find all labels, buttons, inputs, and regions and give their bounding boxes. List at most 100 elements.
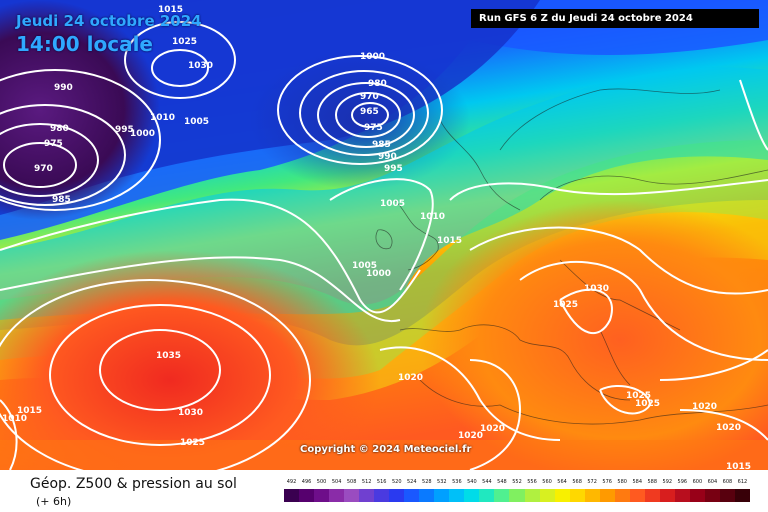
scale-swatch [374,489,390,502]
isobar-label: 1025 [553,300,578,310]
scale-tick-label: 500 [316,479,327,485]
scale-tick-label: 544 [482,479,492,485]
scale-tick-label: 564 [557,479,567,485]
scale-tick-label: 608 [722,479,733,485]
scale-tick-label: 508 [346,479,357,485]
scale-tick-label: 584 [632,479,642,485]
isobar-label: 1015 [17,406,42,416]
scale-swatch [434,489,450,502]
isobar-label: 1020 [692,402,717,412]
scale-swatch [539,489,555,502]
weather-map: 1015 1025 1030 990 980 975 970 985 995 1… [0,0,768,470]
map-time-title: 14:00 locale [16,32,153,56]
isobar-label: 990 [378,152,397,162]
isobar-label: 1025 [180,438,205,448]
scale-swatch [524,489,540,502]
scale-swatch [629,489,645,502]
scale-tick-label: 580 [617,479,627,485]
scale-tick-label: 592 [662,479,673,485]
scale-swatch [659,489,675,502]
scale-tick-label: 520 [391,479,402,485]
isobar-label: 1010 [420,212,445,222]
scale-tick-label: 516 [376,479,387,485]
scale-swatch [704,489,720,502]
isobar-label: 1015 [726,462,751,470]
isobar-label: 975 [44,139,63,149]
isobar-label: 1025 [626,391,651,401]
isobar-label: 965 [360,107,379,117]
isobar-label: 1030 [188,61,213,71]
scale-tick-label: 568 [572,479,582,485]
isobar-label: 985 [372,140,391,150]
isobar-label: 990 [54,83,73,93]
isobar-label: 970 [360,92,379,102]
scale-swatch [689,489,705,502]
scale-tick-label: 556 [527,479,537,485]
isobar-labels: 1015 1025 1030 990 980 975 970 985 995 1… [2,5,751,470]
isobar-label: 995 [384,164,403,174]
scale-swatch [344,489,360,502]
coastlines [375,88,768,425]
scale-tick-label: 576 [602,479,612,485]
scale-swatch [509,489,525,502]
scale-tick-label: 548 [497,479,507,485]
scale-swatch [389,489,405,502]
forecast-lead-time: (+ 6h) [36,495,72,508]
scale-swatch [494,489,510,502]
isobar-label: 1020 [480,424,505,434]
isobar-label: 1000 [360,52,385,62]
isobar-label: 1035 [156,351,181,361]
scale-tick-label: 524 [406,479,417,485]
isobar-label: 980 [368,79,387,89]
copyright-notice: Copyright © 2024 Meteociel.fr [300,444,472,455]
isobar-label: 1000 [366,269,391,279]
isobar-label: 980 [50,124,69,134]
scale-tick-label: 540 [467,479,477,485]
isobar-label: 1015 [437,236,462,246]
scale-tick-label: 588 [647,479,658,485]
isobar-label: 975 [364,123,383,133]
isobar-label: 1005 [380,199,405,209]
scale-tick-label: 604 [707,479,718,485]
scale-swatch [674,489,690,502]
scale-tick-label: 512 [361,479,372,485]
isobars [0,21,768,470]
map-variable-title: Géop. Z500 & pression au sol [30,476,237,492]
scale-swatch [329,489,345,502]
scale-swatch [284,489,300,502]
scale-swatch [599,489,615,502]
isobar-label: 985 [52,195,71,205]
scale-swatch [299,489,315,502]
scale-swatch [314,489,330,502]
isobar-label: 1025 [172,37,197,47]
scale-swatch [644,489,660,502]
azores-high-shading [0,250,380,470]
scale-swatch [734,489,750,502]
scale-swatch [614,489,630,502]
isobar-label: 1020 [716,423,741,433]
isobar-label: 1015 [158,5,183,15]
scale-swatch [719,489,735,502]
map-date-title: Jeudi 24 octobre 2024 [16,12,202,30]
scale-swatch [359,489,375,502]
color-scale-bar [284,489,750,502]
scale-swatch [419,489,435,502]
isobar-label: 1020 [398,373,423,383]
isobar-label: 1030 [178,408,203,418]
scale-tick-label: 572 [587,479,597,485]
color-scale-labels: 492 496 500 504 508 512 516 520 524 528 532 536 540 5… [284,479,750,485]
scale-tick-label: 552 [512,479,522,485]
isobar-label: 1010 [2,414,27,424]
scale-tick-label: 536 [452,479,462,485]
run-banner: Run GFS 6 Z du Jeudi 24 octobre 2024 [471,9,759,28]
scale-swatch [449,489,465,502]
legend-footer: Géop. Z500 & pression au sol (+ 6h) 492 4… [0,470,768,512]
scale-tick-label: 532 [437,479,447,485]
scale-swatch [404,489,420,502]
scale-tick-label: 492 [286,479,297,485]
scale-tick-label: 600 [692,479,703,485]
scale-swatch [554,489,570,502]
isobar-label: 1030 [584,284,609,294]
scale-swatch [584,489,600,502]
isobar-label: 970 [34,164,53,174]
